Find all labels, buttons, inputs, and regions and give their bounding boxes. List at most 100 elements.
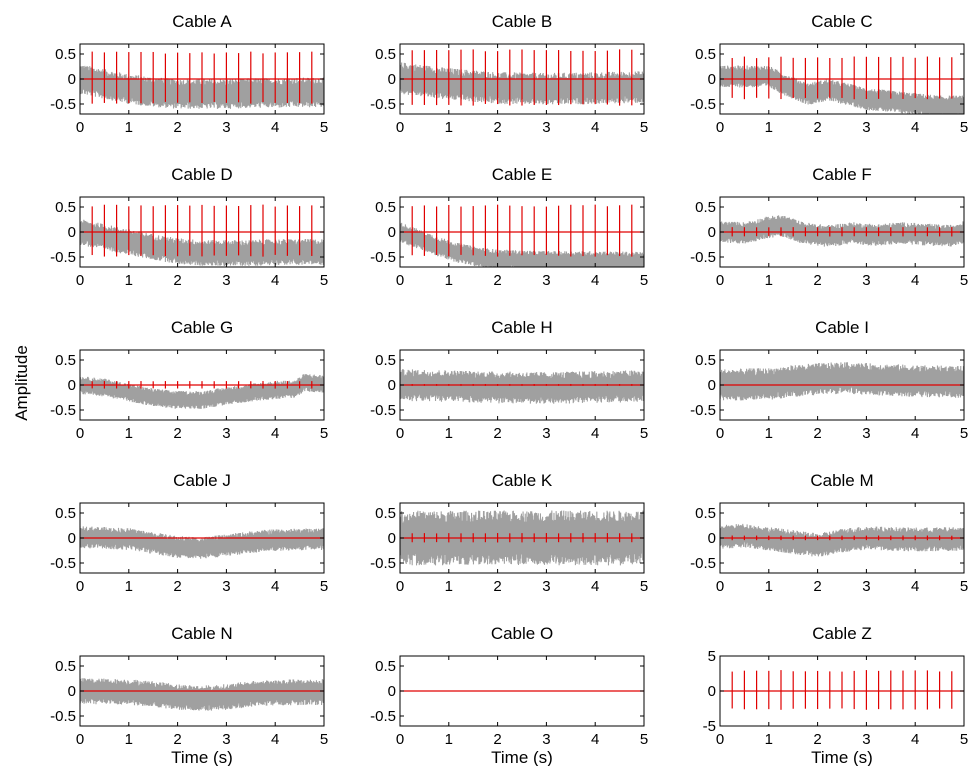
plot-area <box>720 56 964 114</box>
x-tick-label: 4 <box>591 731 599 748</box>
y-tick-label: -0.5 <box>50 249 76 266</box>
x-tick-label: 4 <box>911 425 919 442</box>
x-tick-label: 4 <box>591 578 599 595</box>
plot-area <box>400 204 644 267</box>
x-tick-label: 5 <box>640 272 648 289</box>
x-tick-label: 5 <box>960 272 968 289</box>
plot-area <box>720 215 964 247</box>
x-tick-label: 1 <box>445 272 453 289</box>
panel-title: Cable M <box>810 471 873 490</box>
y-tick-label: 0 <box>68 530 76 547</box>
x-tick-label: 3 <box>222 119 230 136</box>
gray-signal-series <box>720 523 964 557</box>
x-tick-label: 4 <box>591 119 599 136</box>
x-tick-label: 1 <box>765 731 773 748</box>
x-tick-label: 0 <box>716 731 724 748</box>
panel-title: Cable F <box>812 165 872 184</box>
y-tick-label: 0 <box>708 530 716 547</box>
panel-title: Cable A <box>172 12 232 31</box>
x-tick-label: 3 <box>222 425 230 442</box>
x-tick-label: 2 <box>173 272 181 289</box>
x-tick-label: 5 <box>960 119 968 136</box>
x-tick-label: 0 <box>76 578 84 595</box>
y-tick-label: 0.5 <box>375 658 396 675</box>
x-tick-label: 1 <box>445 425 453 442</box>
x-tick-label: 0 <box>76 425 84 442</box>
x-tick-label: 2 <box>493 731 501 748</box>
x-tick-label: 3 <box>222 731 230 748</box>
x-tick-label: 0 <box>76 731 84 748</box>
y-tick-label: 0 <box>708 377 716 394</box>
y-tick-label: -0.5 <box>50 96 76 113</box>
y-tick-label: 0 <box>708 224 716 241</box>
x-tick-label: 2 <box>493 119 501 136</box>
y-tick-label: 0.5 <box>55 46 76 63</box>
x-tick-label: 1 <box>765 119 773 136</box>
x-tick-label: 5 <box>320 578 328 595</box>
x-tick-label: 0 <box>716 425 724 442</box>
panel-title: Cable D <box>171 165 232 184</box>
panel-title: Cable K <box>492 471 553 490</box>
y-tick-label: -5 <box>703 718 716 735</box>
plot-area <box>400 369 644 404</box>
panel-title: Cable O <box>491 624 553 643</box>
x-tick-label: 2 <box>173 731 181 748</box>
x-tick-label: 0 <box>396 425 404 442</box>
gray-signal-series <box>80 525 324 559</box>
x-tick-label: 0 <box>396 272 404 289</box>
x-tick-label: 3 <box>862 119 870 136</box>
y-tick-label: 0 <box>68 683 76 700</box>
y-tick-label: 0.5 <box>375 352 396 369</box>
x-tick-label: 2 <box>813 272 821 289</box>
figure-ylabel: Amplitude <box>12 345 31 421</box>
x-tick-label: 4 <box>591 272 599 289</box>
plot-area <box>720 670 964 710</box>
x-tick-label: 0 <box>76 272 84 289</box>
y-tick-label: 0.5 <box>375 199 396 216</box>
x-tick-label: 0 <box>716 272 724 289</box>
y-tick-label: 0.5 <box>695 46 716 63</box>
x-tick-label: 1 <box>125 731 133 748</box>
panel-title: Cable N <box>171 624 232 643</box>
plot-area <box>400 49 644 106</box>
y-tick-label: 5 <box>708 648 716 665</box>
x-tick-label: 5 <box>640 578 648 595</box>
panel-title: Cable Z <box>812 624 872 643</box>
y-tick-label: -0.5 <box>690 96 716 113</box>
panel-title: Cable C <box>811 12 872 31</box>
x-tick-label: 1 <box>445 578 453 595</box>
panel-title: Cable G <box>171 318 233 337</box>
y-tick-label: 0.5 <box>375 505 396 522</box>
x-tick-label: 5 <box>640 119 648 136</box>
y-tick-label: -0.5 <box>690 249 716 266</box>
x-tick-label: 0 <box>716 578 724 595</box>
panel-title: Cable E <box>492 165 552 184</box>
x-tick-label: 4 <box>911 119 919 136</box>
x-tick-label: 2 <box>173 119 181 136</box>
x-tick-label: 3 <box>222 272 230 289</box>
x-tick-label: 3 <box>862 731 870 748</box>
plot-area <box>80 204 324 266</box>
gray-signal-series <box>720 362 964 401</box>
plot-area <box>80 51 324 109</box>
x-tick-label: 0 <box>716 119 724 136</box>
x-tick-label: 3 <box>862 425 870 442</box>
y-tick-label: -0.5 <box>370 249 396 266</box>
gray-signal-series <box>720 215 964 247</box>
x-tick-label: 3 <box>542 425 550 442</box>
x-tick-label: 5 <box>960 731 968 748</box>
x-tick-label: 3 <box>542 578 550 595</box>
x-tick-label: 1 <box>125 119 133 136</box>
x-tick-label: 3 <box>542 731 550 748</box>
y-tick-label: 0.5 <box>55 505 76 522</box>
